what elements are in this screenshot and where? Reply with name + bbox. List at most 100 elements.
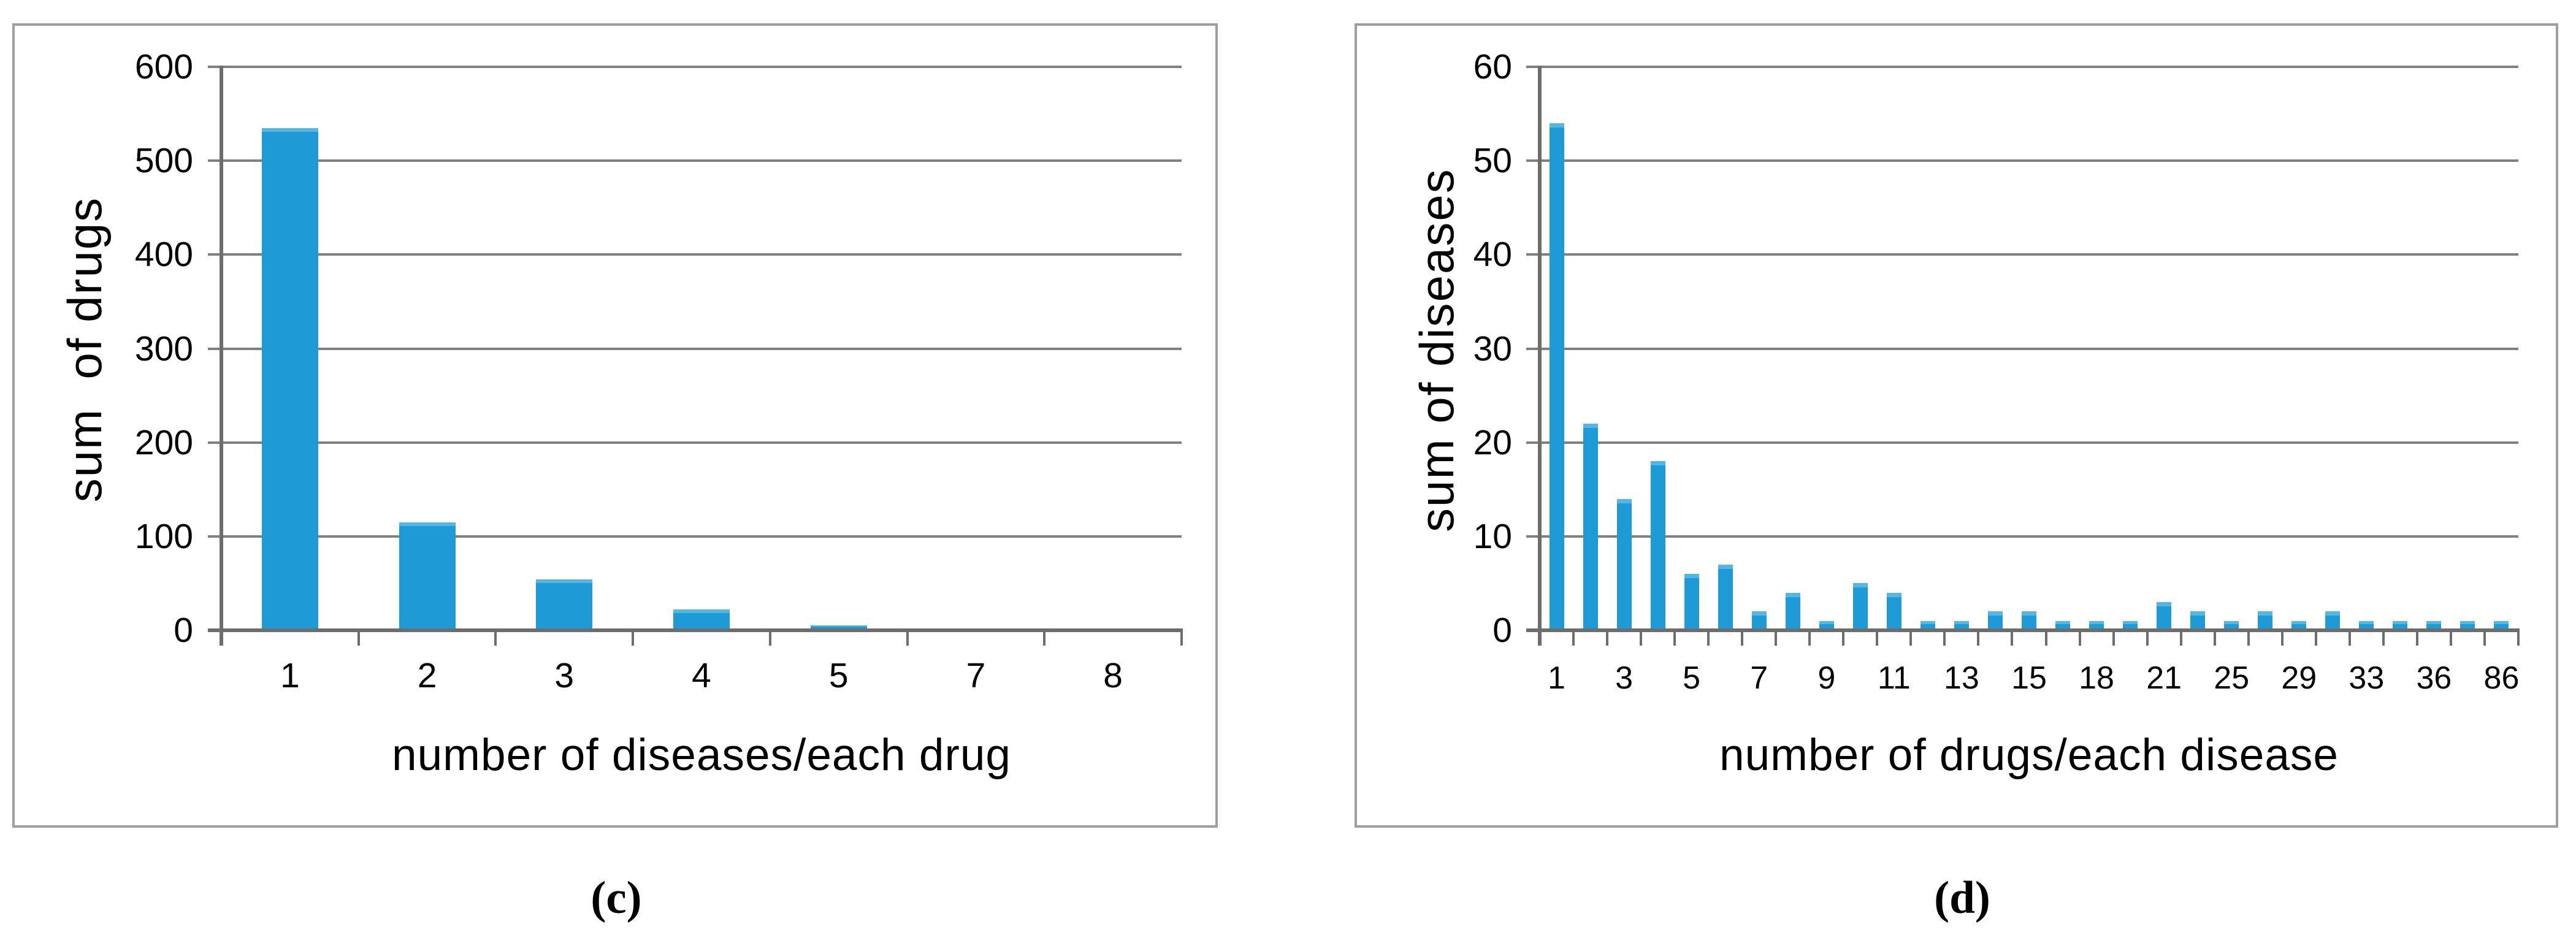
x-tick-mark bbox=[1741, 630, 1744, 646]
x-tick-mark bbox=[906, 630, 909, 646]
x-tick-label: 18 bbox=[2079, 660, 2114, 696]
bar bbox=[2291, 621, 2307, 630]
chart-panel-c bbox=[12, 23, 1218, 828]
y-tick-label: 60 bbox=[1473, 47, 1512, 86]
x-tick-mark bbox=[1977, 630, 1980, 646]
x-tick-label: 3 bbox=[1615, 660, 1634, 696]
bar bbox=[810, 625, 867, 630]
bar bbox=[2123, 621, 2138, 630]
bar bbox=[2359, 621, 2374, 630]
bar bbox=[2393, 621, 2408, 630]
gridline bbox=[208, 441, 1182, 444]
x-tick-mark bbox=[1943, 630, 1946, 646]
x-tick-mark bbox=[1876, 630, 1879, 646]
x-tick-label: 2 bbox=[417, 656, 437, 695]
bar bbox=[1819, 621, 1834, 630]
bar bbox=[1684, 574, 1699, 630]
y-tick-label: 10 bbox=[1473, 516, 1512, 556]
bar bbox=[1987, 611, 2003, 630]
bar bbox=[399, 522, 456, 630]
gridline bbox=[1526, 66, 2518, 68]
x-tick-label: 36 bbox=[2416, 660, 2452, 696]
y-tick-label: 30 bbox=[1473, 329, 1512, 368]
x-tick-mark bbox=[1640, 630, 1643, 646]
x-tick-mark bbox=[1707, 630, 1710, 646]
x-axis bbox=[1526, 628, 2520, 632]
x-axis-title-d: number of drugs/each disease bbox=[1719, 730, 2339, 780]
bar bbox=[536, 579, 593, 630]
x-tick-mark bbox=[1043, 630, 1046, 646]
x-tick-mark bbox=[2247, 630, 2250, 646]
bar bbox=[1785, 593, 1800, 630]
x-tick-label: 86 bbox=[2483, 660, 2520, 696]
gridline bbox=[1526, 159, 2518, 162]
x-tick-mark bbox=[2078, 630, 2081, 646]
x-tick-mark bbox=[2112, 630, 2115, 646]
x-tick-mark bbox=[2382, 630, 2385, 646]
y-tick-label: 20 bbox=[1473, 422, 1512, 462]
x-tick-label: 15 bbox=[2011, 660, 2047, 696]
bar bbox=[1954, 621, 1969, 630]
x-tick-mark bbox=[2213, 630, 2216, 646]
x-tick-mark bbox=[1775, 630, 1778, 646]
bar bbox=[1852, 583, 1868, 630]
bar bbox=[261, 128, 318, 630]
x-tick-label: 25 bbox=[2214, 660, 2250, 696]
y-tick-label: 40 bbox=[1473, 235, 1512, 275]
x-tick-mark bbox=[768, 630, 771, 646]
bar bbox=[1650, 461, 1665, 630]
x-tick-mark bbox=[1808, 630, 1811, 646]
x-tick-label: 9 bbox=[1817, 660, 1836, 696]
gridline bbox=[208, 535, 1182, 538]
x-tick-mark bbox=[2044, 630, 2047, 646]
x-tick-mark bbox=[1842, 630, 1845, 646]
bar bbox=[1751, 611, 1767, 630]
y-tick-label: 100 bbox=[134, 516, 193, 556]
x-tick-label: 33 bbox=[2349, 660, 2385, 696]
x-tick-mark bbox=[1180, 630, 1183, 646]
x-tick-mark bbox=[1572, 630, 1575, 646]
bar bbox=[2325, 611, 2341, 630]
y-tick-label: 50 bbox=[1473, 141, 1512, 181]
bar bbox=[1718, 565, 1733, 630]
y-tick-label: 300 bbox=[134, 329, 193, 368]
x-tick-label: 5 bbox=[1683, 660, 1701, 696]
x-tick-mark bbox=[1673, 630, 1676, 646]
x-tick-mark bbox=[2179, 630, 2182, 646]
bar bbox=[1886, 593, 1901, 630]
x-axis-title-c: number of diseases/each drug bbox=[391, 730, 1012, 780]
x-tick-mark bbox=[2280, 630, 2284, 646]
x-tick-label: 13 bbox=[1944, 660, 1979, 696]
bar bbox=[1920, 621, 1935, 630]
x-tick-mark bbox=[2011, 630, 2014, 646]
x-tick-mark bbox=[1606, 630, 1609, 646]
y-tick-label: 0 bbox=[1492, 611, 1512, 650]
gridline bbox=[208, 66, 1182, 68]
y-tick-label: 200 bbox=[134, 422, 193, 462]
gridline bbox=[208, 159, 1182, 162]
y-tick-label: 400 bbox=[134, 235, 193, 275]
gridline bbox=[1526, 441, 2518, 444]
bar bbox=[2157, 602, 2172, 630]
x-tick-mark bbox=[632, 630, 635, 646]
bar bbox=[673, 609, 730, 630]
bar bbox=[2055, 621, 2071, 630]
x-tick-label: 1 bbox=[280, 656, 300, 695]
x-tick-label: 1 bbox=[1548, 660, 1565, 696]
bar bbox=[2258, 611, 2273, 630]
x-tick-label: 5 bbox=[828, 656, 849, 695]
bar bbox=[2460, 621, 2475, 630]
gridline bbox=[208, 253, 1182, 256]
gridline bbox=[1526, 535, 2518, 538]
bar bbox=[1549, 123, 1564, 630]
x-tick-label: 8 bbox=[1103, 656, 1123, 695]
x-tick-mark bbox=[494, 630, 497, 646]
gridline bbox=[1526, 253, 2518, 256]
x-tick-mark bbox=[1909, 630, 1913, 646]
x-tick-mark bbox=[2348, 630, 2351, 646]
gridline bbox=[208, 347, 1182, 350]
y-tick-label: 0 bbox=[174, 611, 193, 650]
bar bbox=[2022, 611, 2036, 630]
x-axis bbox=[208, 628, 1183, 632]
